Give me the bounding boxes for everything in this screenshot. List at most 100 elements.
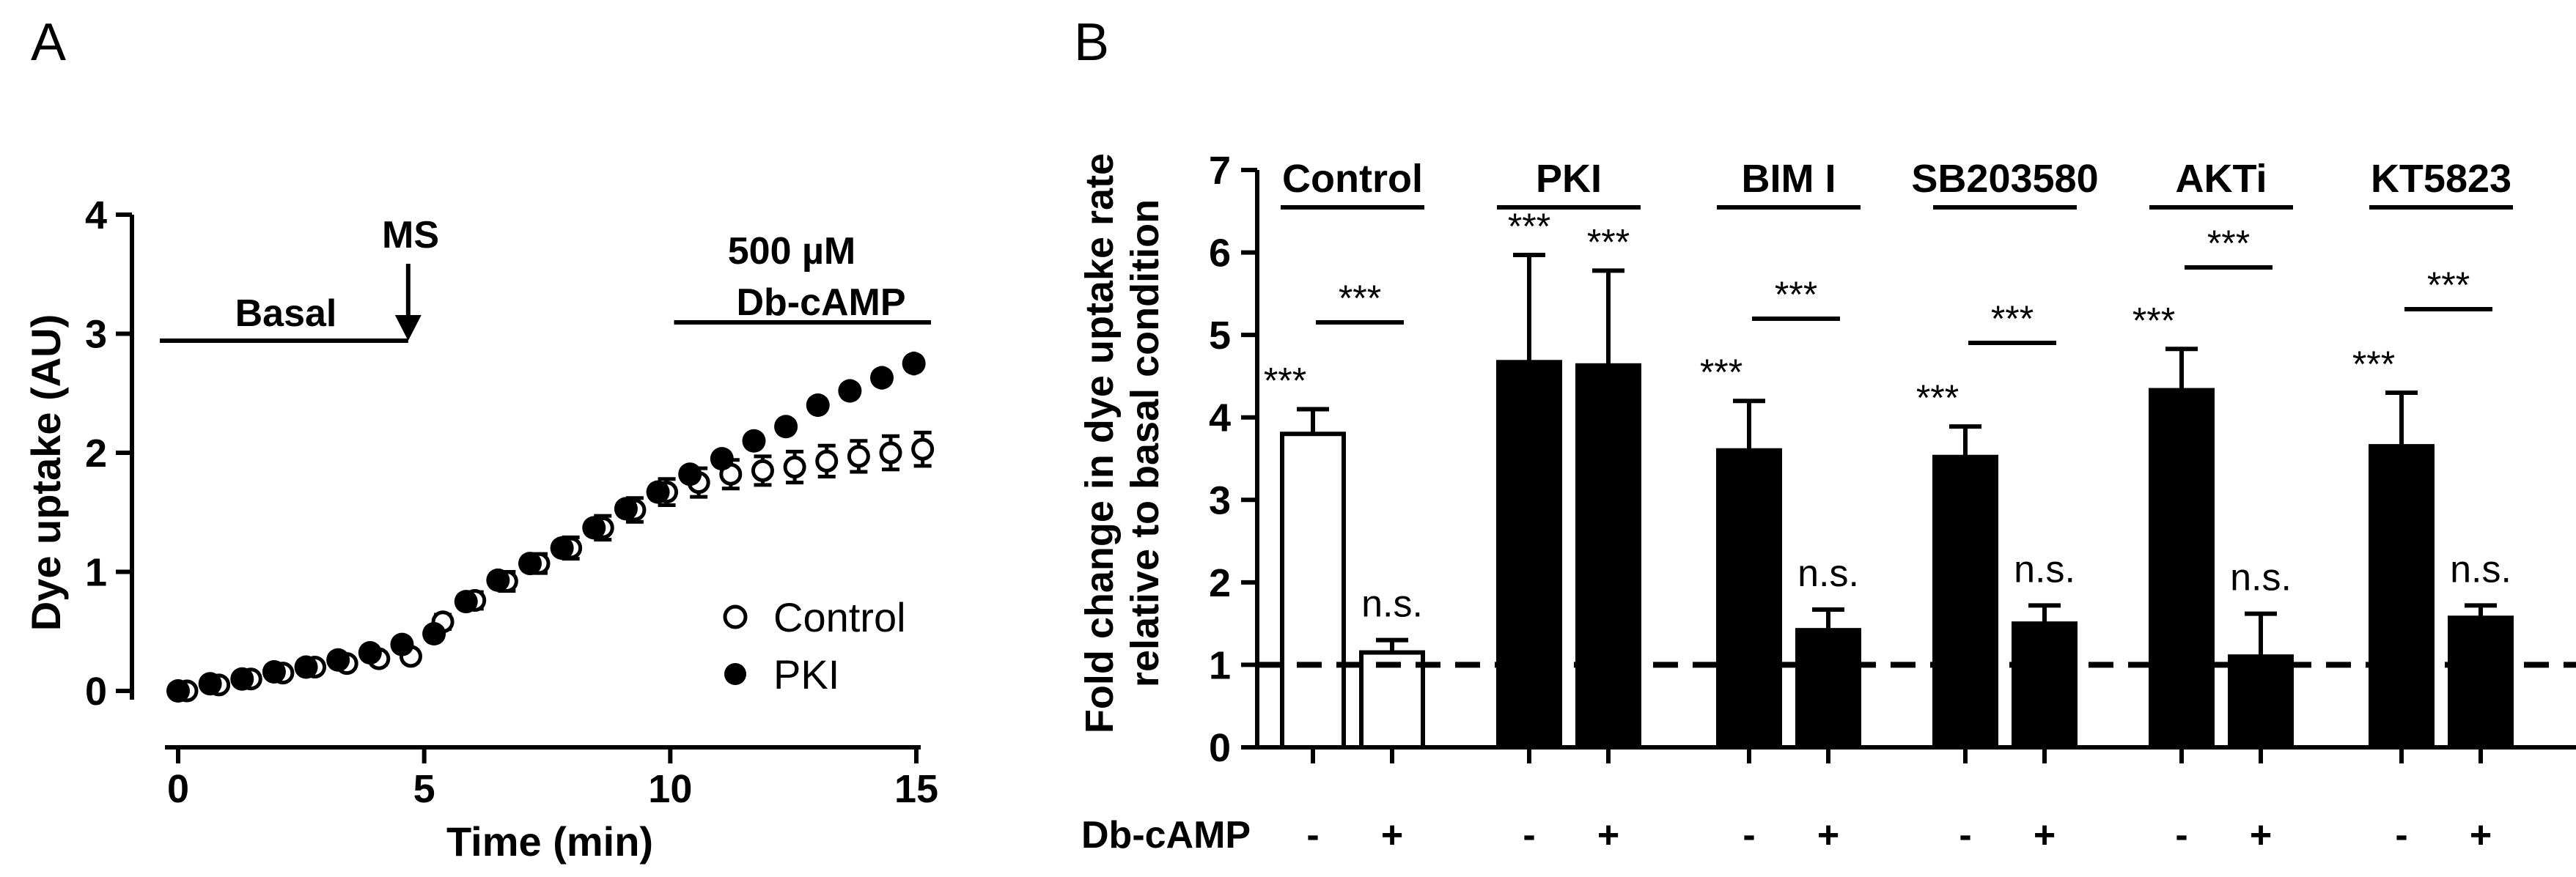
panel-b: B Fold change in dye uptake rate relativ… [1074, 13, 2576, 856]
comparison-label: *** [1991, 298, 2034, 339]
panel-a-data [166, 351, 935, 703]
ms-arrow-head [394, 315, 422, 341]
pki-point [902, 352, 926, 376]
ms-label: MS [382, 214, 439, 256]
control-point [847, 445, 870, 468]
pki-point [774, 415, 798, 439]
legend-pki-label: PKI [773, 651, 839, 697]
panel-a-y-axis-label: Dye uptake (AU) [23, 314, 69, 632]
bar [1496, 360, 1562, 750]
dbcamp-label: Db-cAMP [736, 281, 905, 324]
group-label: BIM I [1742, 157, 1836, 201]
pki-point [486, 568, 510, 592]
bar [1932, 454, 1998, 750]
pki-point [454, 590, 478, 614]
dbcamp-sign: + [2250, 814, 2272, 856]
panel-a-label: A [31, 13, 66, 72]
pki-point [390, 632, 414, 656]
control-point [815, 449, 839, 473]
y-tick-label: 2 [85, 432, 107, 475]
panel-b-y-axis-label-line1: Fold change in dye uptake rate [1078, 153, 1122, 733]
pki-point [614, 497, 638, 521]
pki-point [582, 516, 606, 540]
dbcamp-sign: - [2395, 814, 2407, 856]
significance-label: *** [1700, 352, 1743, 393]
significance-label: *** [2132, 300, 2175, 341]
dbcamp-sign: - [1743, 814, 1755, 856]
y-tick-label: 1 [1209, 643, 1231, 687]
legend-control-marker [723, 604, 748, 629]
panel-b-axes [1255, 170, 2576, 750]
pki-point [358, 641, 382, 665]
significance-label: n.s. [1797, 552, 1859, 595]
pki-point [838, 379, 862, 403]
panel-b-annotations: Control *** n.s. *** PKI *** *** BIM I *** n.s. **… [1264, 157, 2513, 626]
comparison-label: *** [1339, 278, 1381, 319]
bar [2149, 388, 2215, 750]
x-tick-label: 15 [894, 767, 938, 811]
bar [1716, 448, 1782, 750]
group-label: SB203580 [1911, 157, 2098, 201]
comparison-label: *** [2207, 223, 2250, 264]
significance-label: n.s. [2230, 557, 2292, 599]
pki-point [550, 536, 574, 560]
panel-b-y-axis-label-line2: relative to basal condition [1123, 199, 1167, 687]
y-tick-label: 0 [1209, 726, 1231, 770]
basal-label: Basal [235, 292, 337, 335]
dbcamp-concentration-label: 500 µM [728, 230, 855, 273]
bar [1575, 363, 1641, 750]
pki-point [710, 447, 734, 471]
pki-point [678, 462, 702, 486]
group-label: PKI [1536, 157, 1602, 201]
pki-point [646, 480, 670, 504]
dbcamp-sign: - [2175, 814, 2187, 856]
y-tick-label: 2 [1209, 561, 1231, 605]
pki-point [166, 679, 190, 703]
panel-a-annotations: Basal MS 500 µM Db-cAMP [160, 214, 931, 343]
group-label: AKTi [2175, 157, 2267, 201]
significance-label: *** [1264, 360, 1306, 401]
pki-point [198, 672, 222, 696]
panel-a-axes [130, 215, 921, 750]
pki-point [326, 648, 350, 672]
y-tick-label: 3 [85, 313, 107, 357]
significance-label: *** [2352, 344, 2395, 385]
y-tick-label: 7 [1209, 149, 1231, 193]
significance-label: n.s. [2450, 548, 2511, 591]
y-tick-label: 4 [1209, 396, 1231, 440]
bar [1795, 628, 1861, 750]
legend-pki-marker [724, 663, 746, 685]
bar [1280, 432, 1346, 750]
legend-control-label: Control [773, 594, 906, 640]
panel-b-bars [1280, 252, 2514, 763]
panel-a-x-axis-label: Time (min) [446, 818, 653, 865]
significance-label: *** [1916, 377, 1959, 418]
panel-a-tick-labels: 0 5 10 15 0 1 2 3 4 [85, 193, 938, 811]
comparison-label: *** [2427, 264, 2470, 306]
ms-arrow [394, 264, 422, 341]
pki-point [806, 393, 830, 417]
bar [2369, 444, 2435, 750]
y-tick-label: 5 [1209, 314, 1231, 358]
pki-point [422, 622, 446, 645]
significance-label: *** [1508, 206, 1550, 247]
y-tick-label: 3 [1209, 478, 1231, 522]
dbcamp-sign: + [2034, 814, 2056, 856]
dbcamp-sign: + [2470, 814, 2492, 856]
panel-a-legend: Control PKI [723, 594, 906, 697]
panel-a: A 0 5 10 15 0 1 2 3 4 Time (min) Dye uptake (AU)… [23, 13, 938, 865]
dbcamp-sign: - [1523, 814, 1535, 856]
dbcamp-sign: + [1381, 814, 1403, 856]
bar [2228, 654, 2294, 750]
significance-label: *** [1587, 221, 1630, 262]
pki-point [262, 660, 286, 684]
y-tick-label: 6 [1209, 232, 1231, 275]
control-point [911, 437, 935, 461]
group-label: Control [1282, 157, 1423, 201]
bar [2448, 615, 2514, 750]
y-tick-label: 0 [85, 670, 107, 714]
x-tick-label: 0 [167, 767, 189, 811]
bar [2012, 621, 2078, 750]
control-point [783, 456, 806, 478]
